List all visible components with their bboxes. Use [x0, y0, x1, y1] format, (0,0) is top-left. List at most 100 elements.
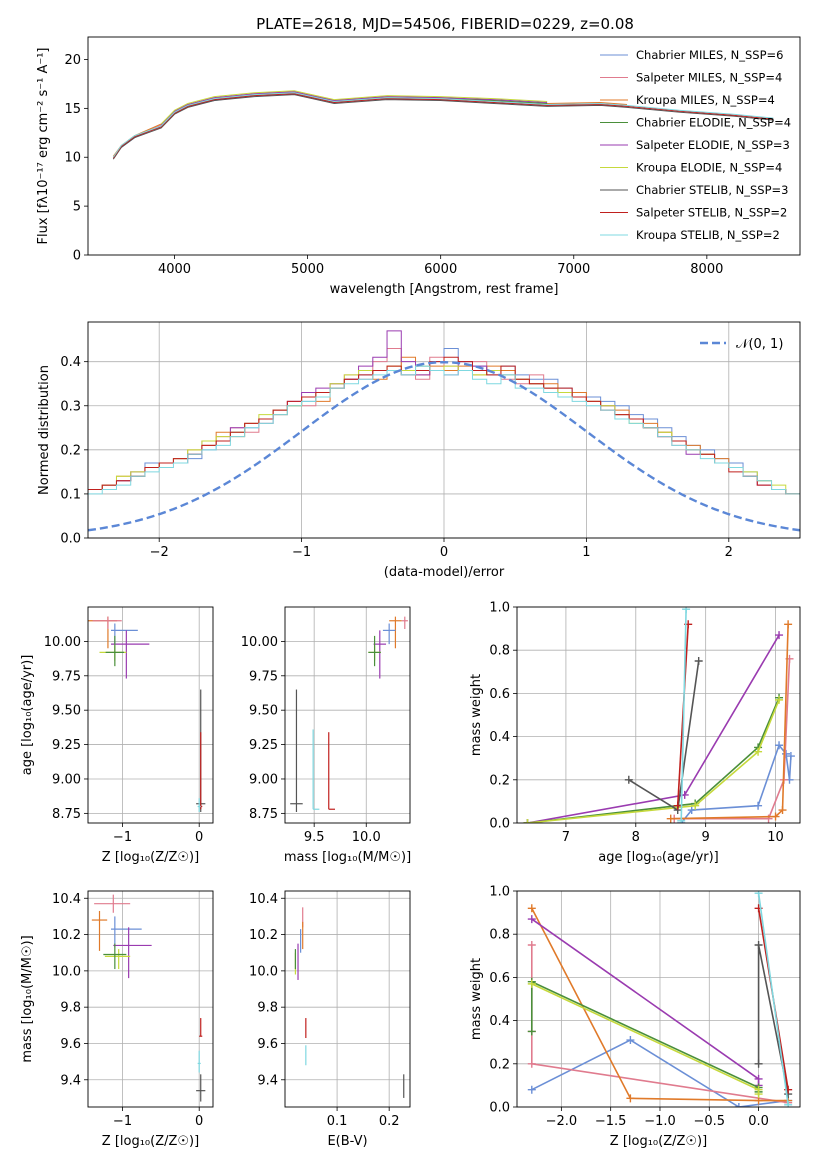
x-tick-label: 0	[440, 545, 448, 560]
y-tick-label: 9.6	[60, 1037, 81, 1052]
x-tick-label: −1.5	[595, 1114, 627, 1129]
plot-area	[523, 607, 795, 823]
series-line-4	[160, 91, 548, 126]
y-tick-label: 0.2	[489, 1057, 510, 1072]
series-line-7	[112, 93, 774, 159]
y-tick-label: 0.2	[489, 773, 510, 788]
marker-2	[784, 620, 793, 629]
normal-curve	[88, 360, 800, 532]
y-tick-label: 9.00	[52, 772, 81, 787]
marker-8	[784, 1100, 793, 1107]
plot-area	[88, 616, 206, 812]
histogram-5	[88, 356, 800, 499]
x-tick-label: −1	[113, 1114, 132, 1129]
legend-label: Chabrier STELIB, N_SSP=3	[636, 183, 788, 197]
marker-5	[527, 979, 536, 988]
plot-area	[88, 330, 800, 532]
x-axis-label: mass [log₁₀(M/M☉)]	[284, 850, 411, 865]
legend-label: Salpeter MILES, N_SSP=4	[636, 71, 782, 85]
chart-weight-vs-Z: −2.0 −1.5 −1.0 −0.5 0.0 0.0 0.2 0.4 0.6 0.8 1.0 Z […	[469, 885, 801, 1149]
x-tick-label: 8000	[690, 262, 723, 277]
x-axis-label: Z [log₁₀(Z/Z☉)]	[610, 1134, 707, 1149]
x-tick-label: 8	[632, 830, 640, 845]
x-tick-label: −1	[292, 545, 311, 560]
x-tick-label: 1	[582, 545, 590, 560]
marker-0	[687, 806, 696, 815]
y-tick-label: 9.25	[52, 738, 81, 753]
plot-area	[112, 90, 774, 160]
y-tick-label: 9.50	[52, 704, 81, 719]
marker-1	[527, 941, 536, 949]
marker-3	[775, 631, 784, 640]
y-axis-label: mass weight	[469, 958, 484, 1040]
x-axis-label: (data-model)/error	[384, 565, 505, 580]
plot-frame	[284, 606, 411, 824]
y-axis-label: Flux [fλ10⁻¹⁷ erg cm⁻² s⁻¹ A⁻¹]	[36, 48, 51, 245]
plot-area	[294, 907, 405, 1098]
marker-6	[754, 1059, 763, 1068]
x-tick-label: 5000	[291, 262, 324, 277]
y-axis-label: mass weight	[469, 674, 484, 756]
y-axis-label: mass [log₁₀(M/M☉)]	[20, 935, 35, 1062]
marker-2	[771, 812, 780, 821]
marker-0	[626, 1036, 635, 1045]
y-tick-label: 10.0	[249, 964, 278, 979]
x-tick-label: −1	[113, 830, 132, 845]
marker-8	[682, 607, 691, 614]
plot-frame	[87, 321, 801, 539]
marker-0	[775, 741, 784, 750]
series-line-5	[531, 983, 760, 1095]
y-tick-label: 0.6	[489, 971, 510, 986]
y-tick-label: 10.2	[52, 928, 81, 943]
y-tick-label: 9.00	[249, 772, 278, 787]
plot-frame	[284, 890, 411, 1108]
plot-frame	[87, 36, 801, 256]
y-tick-label: 9.8	[60, 1001, 81, 1016]
marker-5	[523, 819, 532, 823]
figure-title: PLATE=2618, MJD=54506, FIBERID=0229, z=0…	[256, 15, 634, 33]
y-tick-label: 9.4	[60, 1073, 81, 1088]
x-tick-label: 7	[562, 830, 570, 845]
legend-label: Salpeter STELIB, N_SSP=2	[636, 206, 787, 220]
marker-2	[626, 1094, 635, 1103]
y-tick-label: 10.00	[241, 635, 278, 650]
y-axis-label: Normed distribution	[37, 365, 52, 495]
marker-8	[754, 891, 763, 898]
marker-2	[666, 814, 675, 823]
chart-age-vs-mass: 9.5 10.0 8.75 9.00 9.25 9.50 9.75 10.00 mass [lo…	[241, 606, 411, 865]
y-tick-label: 0.3	[60, 399, 81, 414]
x-tick-label: 9.5	[304, 830, 325, 845]
y-tick-label: 20	[64, 53, 81, 68]
legend-label: Salpeter ELODIE, N_SSP=3	[636, 138, 790, 152]
plot-area	[527, 891, 793, 1107]
chart-mass-vs-EBV: 0.1 0.2 9.4 9.6 9.8 10.0 10.2 10.4 E(B-V)	[249, 890, 411, 1149]
series-line-0	[680, 743, 792, 823]
legend-label: Chabrier ELODIE, N_SSP=4	[636, 116, 791, 130]
histogram-3	[88, 330, 800, 499]
marker-2	[527, 904, 536, 913]
y-axis-label: age [log₁₀(age/yr)]	[20, 655, 35, 776]
marker-7	[673, 801, 682, 810]
plot-area	[91, 894, 206, 1102]
y-tick-label: 0.2	[60, 443, 81, 458]
y-tick-label: 9.75	[249, 669, 278, 684]
marker-5	[775, 695, 784, 704]
histogram-4	[88, 365, 800, 499]
y-tick-label: 0.8	[489, 644, 510, 659]
x-tick-label: 7000	[557, 262, 590, 277]
chart-weight-vs-age: 7 8 9 10 0.0 0.2 0.4 0.6 0.8 1.0 age [log₁₀(age/yr…	[469, 601, 801, 865]
y-tick-label: 0.0	[60, 532, 81, 547]
marker-0	[734, 1103, 743, 1107]
y-tick-label: 15	[64, 102, 81, 117]
series-line-4	[527, 697, 780, 823]
y-tick-label: 0	[73, 249, 81, 264]
chart-mass-vs-Z: −1 0 9.4 9.6 9.8 10.0 10.2 10.4 Z [log₁₀(Z/Z☉)] m…	[20, 890, 214, 1149]
x-tick-label: 9	[702, 830, 710, 845]
x-axis-label: Z [log₁₀(Z/Z☉)]	[102, 850, 199, 865]
chart-residuals: −2 −1 0 1 2 0.0 0.1 0.2 0.3 0.4 (data-model)/error…	[37, 321, 801, 580]
x-axis-label: E(B-V)	[327, 1134, 367, 1149]
marker-6	[754, 941, 763, 949]
x-axis-label: Z [log₁₀(Z/Z☉)]	[102, 1134, 199, 1149]
